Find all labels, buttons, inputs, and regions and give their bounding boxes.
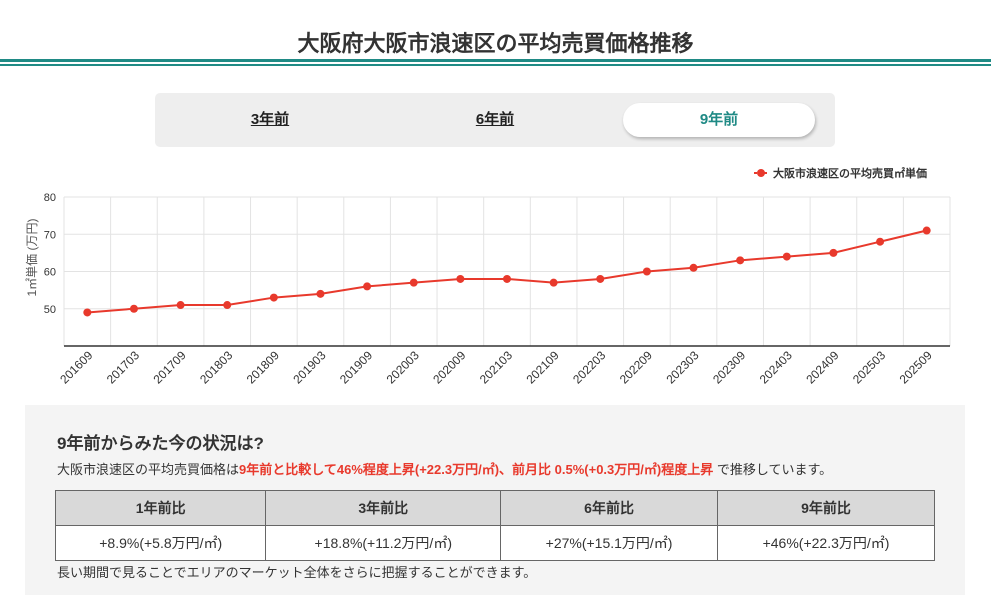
data-point (689, 263, 698, 272)
data-point (456, 274, 465, 283)
y-tick-label: 70 (44, 229, 56, 241)
summary-text-suffix: で推移しています。 (713, 462, 833, 477)
x-tick-label: 201809 (244, 348, 282, 386)
data-point (642, 267, 651, 276)
summary-highlight: 9年前と比較して46%程度上昇(+22.3万円/㎡)、前月比 0.5%(+0.3… (239, 462, 714, 477)
summary-heading: 9年前からみた今の状況は? (57, 434, 264, 453)
x-tick-label: 202009 (430, 348, 468, 386)
y-axis-label: 1㎡単価 (万円) (25, 218, 39, 296)
table-cell: +8.9%(+5.8万円/㎡) (54, 525, 267, 561)
divider (0, 59, 991, 62)
data-point (129, 304, 138, 313)
tab-9-years[interactable]: 9年前 (623, 103, 815, 137)
data-point (83, 308, 92, 317)
data-point (363, 282, 372, 291)
tab-3-years[interactable]: 3年前 (250, 111, 290, 128)
page-title: 大阪府大阪市浪速区の平均売買価格推移 (297, 31, 694, 56)
table-header: 6年前比 (500, 490, 719, 526)
summary-panel: 9年前からみた今の状況は? 大阪市浪速区の平均売買価格は9年前と比較して46%程… (25, 405, 965, 595)
data-point (736, 256, 745, 265)
y-tick-label: 80 (44, 192, 56, 204)
x-tick-label: 202503 (850, 348, 888, 386)
y-tick-label: 60 (44, 267, 56, 279)
data-point (503, 274, 511, 283)
summary-note: 長い期間で見ることでエリアのマーケット全体をさらに把握することができます。 (57, 565, 537, 580)
data-point (316, 289, 325, 298)
x-tick-label: 201609 (57, 348, 95, 386)
legend-marker (757, 169, 765, 177)
data-point (782, 252, 791, 261)
x-tick-label: 201703 (104, 348, 142, 386)
x-tick-label: 202003 (384, 348, 422, 386)
x-tick-label: 201909 (337, 348, 375, 386)
x-tick-label: 202109 (524, 348, 562, 386)
x-tick-label: 202409 (803, 348, 841, 386)
table-row: +8.9%(+5.8万円/㎡) +18.8%(+11.2万円/㎡) +27%(+… (54, 525, 935, 561)
x-tick-label: 202403 (757, 348, 795, 386)
x-tick-label: 202509 (897, 348, 935, 386)
table-header: 1年前比 (54, 490, 267, 526)
data-point (549, 278, 558, 287)
data-point (829, 248, 838, 257)
x-tick-label: 201903 (290, 348, 328, 386)
table-header: 3年前比 (265, 490, 502, 526)
data-point (876, 237, 885, 246)
legend-label: 大阪市浪速区の平均売買㎡単価 (773, 166, 927, 180)
table-header: 9年前比 (717, 490, 935, 526)
comparison-table: 1年前比 3年前比 6年前比 9年前比 +8.9%(+5.8万円/㎡) +18.… (54, 490, 935, 561)
data-point (596, 274, 605, 283)
period-tabs: 3年前 6年前 9年前 (155, 93, 835, 147)
x-tick-label: 202103 (477, 348, 515, 386)
summary-text: 大阪市浪速区の平均売買価格は9年前と比較して46%程度上昇(+22.3万円/㎡)… (57, 459, 832, 478)
y-tick-label: 50 (44, 304, 56, 316)
data-point (922, 226, 931, 235)
data-point (269, 293, 278, 302)
tab-6-years[interactable]: 6年前 (475, 111, 515, 128)
data-point (176, 301, 185, 310)
table-cell: +27%(+15.1万円/㎡) (500, 525, 719, 561)
x-tick-label: 201803 (197, 348, 235, 386)
data-point (223, 301, 232, 310)
x-tick-label: 202209 (617, 348, 655, 386)
x-tick-label: 202203 (570, 348, 608, 386)
x-tick-label: 202303 (663, 348, 701, 386)
summary-text-prefix: 大阪市浪速区の平均売買価格は (57, 462, 240, 477)
x-tick-label: 202309 (710, 348, 748, 386)
table-cell: +46%(+22.3万円/㎡) (717, 525, 935, 561)
x-tick-label: 201709 (150, 348, 188, 386)
table-cell: +18.8%(+11.2万円/㎡) (265, 525, 502, 561)
data-point (409, 278, 418, 287)
divider (0, 64, 991, 66)
